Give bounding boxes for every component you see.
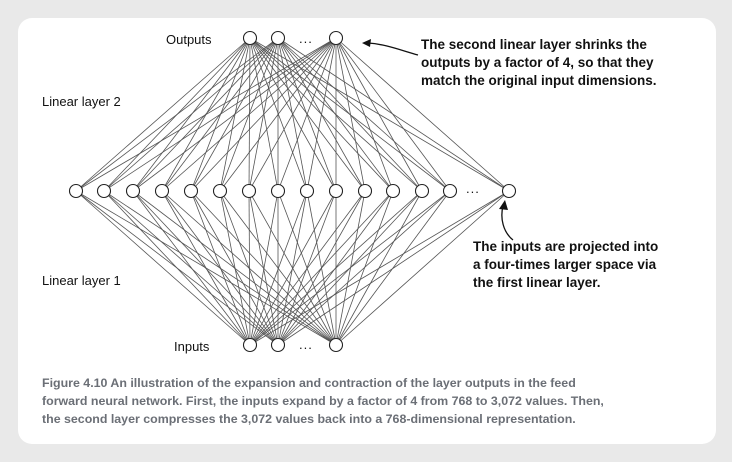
input-node	[242, 337, 258, 353]
hidden-node	[328, 183, 344, 199]
layer2-connection	[306, 37, 337, 192]
connection-lines	[75, 37, 510, 346]
output-node	[270, 30, 286, 46]
layer2-connection	[277, 37, 337, 192]
layer1-connection	[277, 190, 337, 346]
top-annotation-line: outputs by a factor of 4, so that they	[421, 55, 654, 70]
hidden-node	[125, 183, 141, 199]
layer2-connection	[277, 37, 394, 192]
layer1-connection	[335, 190, 423, 346]
layer2-connection	[335, 37, 510, 192]
layer2-connection	[249, 37, 366, 192]
bottom-annotation-line: The inputs are projected into	[473, 239, 659, 254]
layer2-connection	[75, 37, 337, 192]
top-arrow-curve	[367, 42, 419, 56]
layer2-connection	[103, 37, 337, 192]
linear-layer-2-label: Linear layer 2	[42, 94, 121, 109]
bottom-annotation-line: the first linear layer.	[473, 275, 601, 290]
layer1-connection	[335, 190, 451, 346]
layer2-connection	[335, 37, 451, 192]
top-annotation-line: match the original input dimensions.	[421, 73, 657, 88]
input-node	[270, 337, 286, 353]
layer1-connection	[190, 190, 337, 346]
layer1-connection	[75, 190, 279, 346]
outputs-ellipsis: ...	[299, 31, 313, 46]
layer1-connection	[277, 190, 423, 346]
layer1-connection	[249, 190, 366, 346]
inputs-ellipsis: ...	[299, 337, 313, 352]
hidden-node	[154, 183, 170, 199]
top-arrow-head	[362, 39, 371, 47]
layer2-connection	[103, 37, 279, 192]
layer1-connection	[249, 190, 337, 346]
layer1-connection	[75, 190, 251, 346]
layer1-connection	[103, 190, 337, 346]
layer1-connection	[277, 190, 451, 346]
outputs-label: Outputs	[166, 32, 212, 47]
figure-caption: Figure 4.10 An illustration of the expan…	[42, 374, 702, 428]
layer2-connection	[219, 37, 337, 192]
layer1-connection	[103, 190, 279, 346]
layer1-connection	[335, 190, 394, 346]
output-node	[242, 30, 258, 46]
layer1-connection	[306, 190, 337, 346]
hidden-node	[385, 183, 401, 199]
hidden-node	[183, 183, 199, 199]
inputs-label: Inputs	[174, 339, 210, 354]
layer2-connection	[249, 37, 337, 192]
linear-layer-1-label: Linear layer 1	[42, 273, 121, 288]
top-annotation: The second linear layer shrinks the outp…	[421, 36, 657, 90]
hidden-ellipsis: ...	[466, 181, 480, 196]
hidden-node	[501, 183, 517, 199]
hidden-node	[96, 183, 112, 199]
layer1-connection	[75, 190, 337, 346]
hidden-node	[357, 183, 373, 199]
bottom-annotation-line: a four-times larger space via	[473, 257, 657, 272]
hidden-node	[241, 183, 257, 199]
hidden-node	[299, 183, 315, 199]
caption-line: Figure 4.10 An illustration of the expan…	[42, 376, 576, 390]
layer2-connection	[335, 37, 366, 192]
hidden-node	[414, 183, 430, 199]
hidden-node	[270, 183, 286, 199]
input-node	[328, 337, 344, 353]
top-annotation-line: The second linear layer shrinks the	[421, 37, 647, 52]
hidden-node	[212, 183, 228, 199]
annotation-arrows	[362, 39, 514, 241]
layer2-connection	[335, 37, 394, 192]
bottom-annotation: The inputs are projected into a four-tim…	[473, 238, 658, 292]
output-node	[328, 30, 344, 46]
layer1-connection	[249, 190, 510, 346]
layer1-connection	[248, 190, 337, 346]
layer2-connection	[161, 37, 337, 192]
layer2-connection	[132, 37, 337, 192]
caption-line: forward neural network. First, the input…	[42, 394, 604, 408]
layer1-connection	[335, 190, 510, 346]
neuron-nodes	[68, 30, 517, 353]
layer2-connection	[75, 37, 251, 192]
layer1-connection	[161, 190, 337, 346]
figure-card	[18, 18, 716, 444]
hidden-node	[68, 183, 84, 199]
hidden-node	[442, 183, 458, 199]
layer1-connection	[277, 190, 394, 346]
layer1-connection	[335, 190, 366, 346]
caption-line: the second layer compresses the 3,072 va…	[42, 412, 576, 426]
bottom-arrow-head	[499, 200, 508, 210]
layer2-connection	[277, 37, 423, 192]
layer1-connection	[132, 190, 337, 346]
layer2-connection	[190, 37, 337, 192]
layer2-connection	[75, 37, 279, 192]
layer2-connection	[335, 37, 423, 192]
layer1-connection	[219, 190, 337, 346]
layer2-connection	[248, 37, 337, 192]
bottom-arrow-curve	[501, 205, 514, 241]
